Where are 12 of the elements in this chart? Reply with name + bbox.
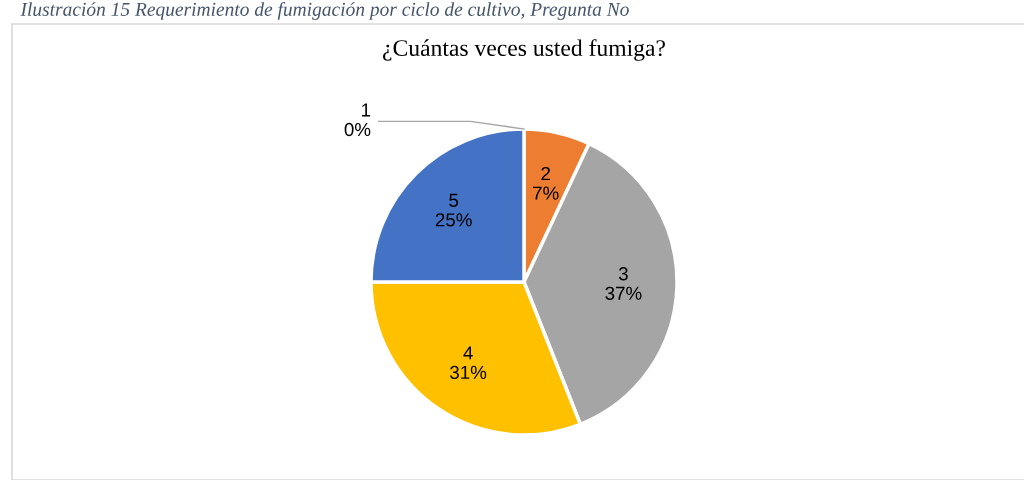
- data-label: 25%: [435, 213, 472, 227]
- slice-label: 5: [449, 193, 459, 207]
- slice-label: 4: [463, 346, 473, 360]
- data-label: 31%: [450, 365, 487, 380]
- data-label: 37%: [605, 286, 642, 300]
- chart-title: ¿Cuántas veces usted fumiga?: [383, 39, 665, 61]
- slice-label: 3: [618, 267, 628, 281]
- text: Ilustración 15 Requerimiento de fumigación por ciclo de cultivo, Pregunta No: [20, 2, 629, 20]
- data-label: 7%: [533, 186, 559, 200]
- text: 0%: [344, 122, 371, 137]
- slice-label: 2: [541, 166, 550, 181]
- category-label: 1: [362, 103, 371, 117]
